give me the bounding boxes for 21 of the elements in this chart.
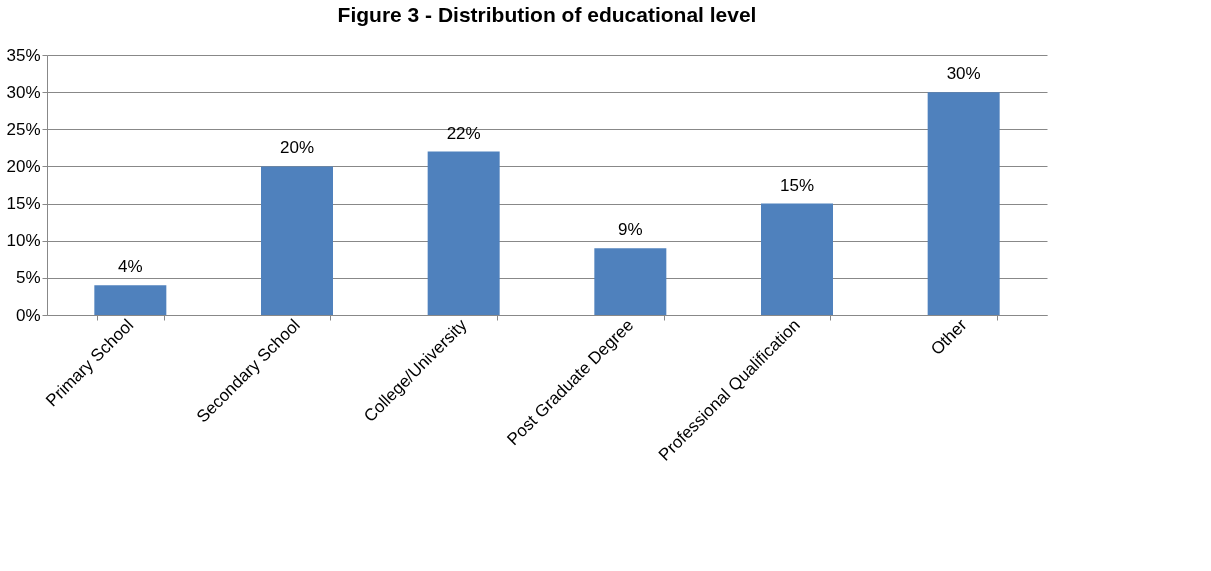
bar — [427, 151, 500, 315]
y-tick-label: 25% — [6, 119, 41, 139]
chart-title: Figure 3 - Distribution of educational level — [337, 3, 757, 26]
y-tick-label: 30% — [6, 82, 41, 102]
y-tick-label: 35% — [6, 45, 41, 65]
data-label: 4% — [118, 257, 143, 277]
bar — [927, 92, 1000, 315]
y-tick-label: 5% — [15, 268, 41, 288]
y-tick-label: 15% — [6, 194, 41, 214]
data-label: 20% — [279, 138, 315, 158]
data-label: 15% — [779, 175, 815, 195]
bar — [94, 285, 167, 315]
bar — [761, 203, 833, 315]
data-label: 30% — [946, 64, 981, 84]
y-tick-label: 10% — [6, 231, 41, 251]
y-tick-label: 0% — [15, 305, 41, 325]
bar — [261, 166, 333, 315]
y-tick-label: 20% — [6, 156, 41, 176]
data-label: 9% — [618, 220, 643, 240]
data-label: 22% — [446, 123, 481, 143]
bar — [594, 248, 667, 315]
